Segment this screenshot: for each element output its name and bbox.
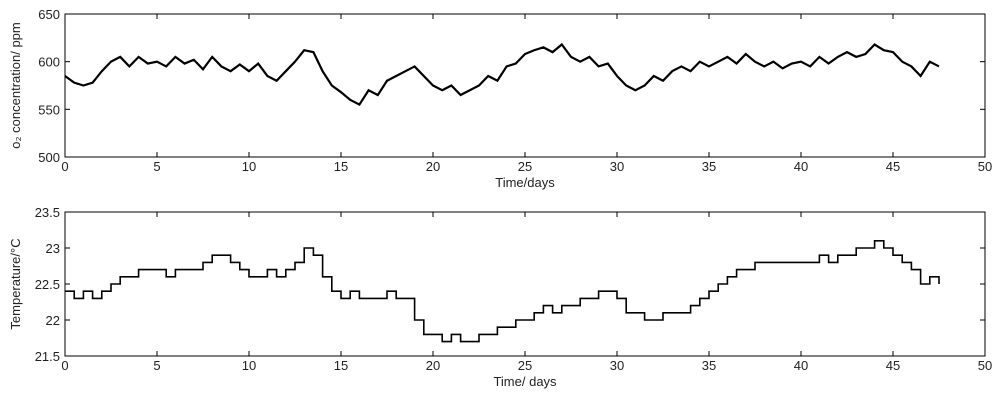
y-tick-label: 500 <box>38 150 60 165</box>
x-tick-label: 25 <box>518 358 532 373</box>
x-tick-label: 5 <box>153 358 160 373</box>
x-tick-label: 0 <box>61 358 68 373</box>
x-tick-label: 10 <box>242 159 256 174</box>
y-tick-label: 23 <box>46 241 60 256</box>
x-tick-label: 20 <box>426 159 440 174</box>
y-tick-label: 650 <box>38 7 60 22</box>
x-tick-label: 25 <box>518 159 532 174</box>
y-axis-label: Temperature/°C <box>8 238 23 329</box>
x-tick-label: 40 <box>794 159 808 174</box>
y-tick-label: 23.5 <box>35 205 60 220</box>
x-tick-label: 50 <box>978 159 992 174</box>
x-tick-label: 30 <box>610 159 624 174</box>
y-tick-label: 600 <box>38 55 60 70</box>
x-tick-label: 45 <box>886 358 900 373</box>
data-line <box>64 42 940 107</box>
y-axis-label: o₂ concentration/ ppm <box>8 22 23 148</box>
x-axis-label: Time/ days <box>493 374 557 389</box>
x-tick-label: 40 <box>794 358 808 373</box>
axes-box <box>64 211 986 357</box>
x-tick-label: 45 <box>886 159 900 174</box>
x-tick-label: 20 <box>426 358 440 373</box>
x-tick-label: 30 <box>610 358 624 373</box>
axes-box <box>64 13 986 158</box>
data-line <box>65 240 940 343</box>
x-tick-label: 5 <box>153 159 160 174</box>
x-tick-label: 50 <box>978 358 992 373</box>
y-tick-label: 22 <box>46 313 60 328</box>
x-axis-label: Time/days <box>495 175 555 190</box>
x-tick-label: 10 <box>242 358 256 373</box>
x-tick-label: 35 <box>702 159 716 174</box>
y-tick-label: 21.5 <box>35 349 60 364</box>
x-tick-label: 0 <box>61 159 68 174</box>
y-tick-label: 22.5 <box>35 277 60 292</box>
y-tick-label: 550 <box>38 102 60 117</box>
x-tick-label: 15 <box>334 159 348 174</box>
x-tick-label: 15 <box>334 358 348 373</box>
x-tick-label: 35 <box>702 358 716 373</box>
